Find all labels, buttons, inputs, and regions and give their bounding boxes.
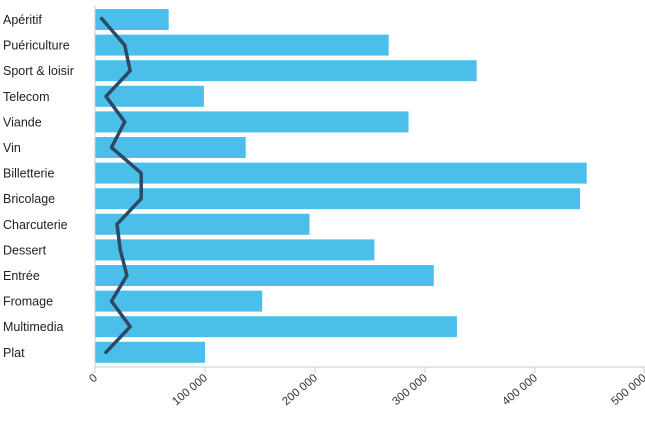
bar — [95, 239, 375, 261]
bar — [95, 85, 204, 107]
bar — [95, 188, 581, 210]
bar — [95, 213, 310, 235]
category-label: Entrée — [3, 269, 40, 283]
bar — [95, 60, 477, 82]
x-tick-label: 500 000 — [609, 372, 645, 408]
category-label: Viande — [3, 115, 42, 129]
trend-line — [99, 16, 143, 355]
category-label: Charcuterie — [3, 218, 68, 232]
bar — [95, 111, 409, 133]
x-tick-label: 300 000 — [390, 372, 430, 408]
bar — [95, 341, 205, 363]
line-layer — [99, 16, 143, 355]
category-label: Billetterie — [3, 167, 54, 181]
category-label: Apéritif — [3, 13, 42, 27]
x-tick-label: 400 000 — [500, 372, 540, 408]
category-label: Telecom — [3, 90, 50, 104]
bar — [95, 265, 434, 286]
category-labels: Apéritif Puériculture Sport & loisir Teleco… — [3, 13, 74, 360]
category-label: Fromage — [3, 295, 53, 309]
category-label: Plat — [3, 346, 25, 360]
bar — [95, 162, 587, 184]
category-label: Puériculture — [3, 39, 70, 53]
category-label: Vin — [3, 141, 21, 155]
category-label: Bricolage — [3, 192, 55, 206]
x-tick-label: 200 000 — [280, 372, 320, 408]
x-tick-label: 100 000 — [170, 372, 210, 408]
x-tick-label: 0 — [87, 372, 100, 385]
bar — [95, 137, 246, 158]
bars-layer — [95, 9, 587, 363]
bar — [95, 316, 457, 338]
category-label: Sport & loisir — [3, 64, 74, 78]
bar — [95, 290, 263, 312]
category-label: Multimedia — [3, 320, 63, 334]
category-label: Dessert — [3, 243, 47, 257]
bar — [95, 34, 389, 56]
bar — [95, 9, 169, 30]
